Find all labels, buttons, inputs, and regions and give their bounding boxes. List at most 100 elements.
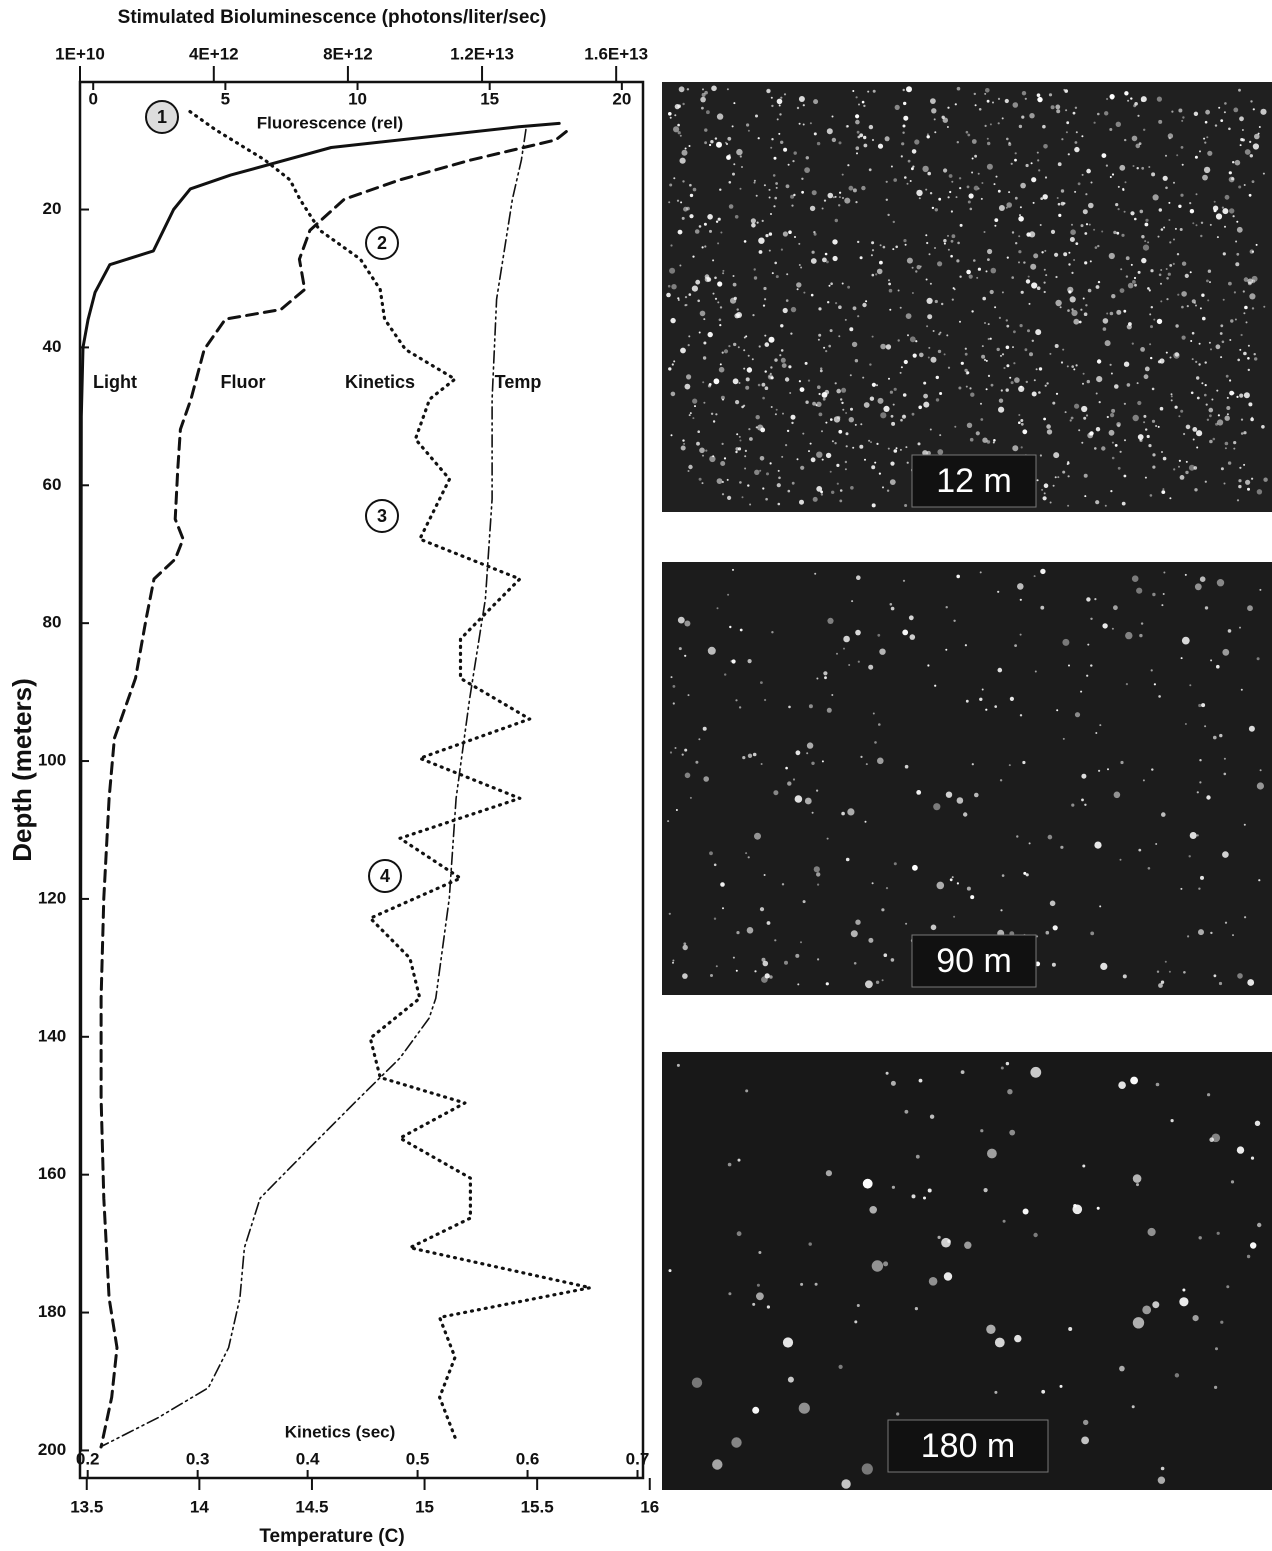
particle (1263, 173, 1265, 175)
particle (1060, 1385, 1063, 1388)
particle (713, 293, 715, 295)
particle (1149, 313, 1151, 315)
particle (1152, 453, 1155, 456)
particle (1079, 321, 1082, 324)
particle (1070, 419, 1072, 421)
particle (692, 1378, 702, 1388)
particle (883, 246, 886, 249)
particle (688, 470, 690, 472)
particle (1237, 973, 1243, 979)
particle (1081, 1437, 1089, 1445)
particle (959, 321, 961, 323)
particle (1090, 260, 1092, 262)
particle (1193, 439, 1195, 441)
particle (1225, 195, 1230, 200)
particle (783, 308, 788, 313)
particle (763, 305, 765, 307)
particle (705, 450, 707, 452)
particle (732, 125, 734, 127)
particle (1243, 290, 1245, 292)
particle (1222, 207, 1224, 209)
particle (1065, 411, 1067, 413)
particle (876, 981, 879, 984)
particle (1031, 162, 1033, 164)
particle (1123, 974, 1127, 978)
particle (974, 155, 977, 158)
particle (882, 979, 884, 981)
particle (1151, 669, 1153, 671)
particle (800, 387, 805, 392)
particle (967, 887, 971, 891)
particle (765, 498, 768, 501)
particle (1247, 1255, 1250, 1258)
particle (788, 230, 792, 234)
particle (825, 350, 827, 352)
particle (889, 309, 891, 311)
particle (1247, 605, 1253, 611)
particle (726, 143, 728, 145)
particle (840, 489, 843, 492)
particle (680, 135, 682, 137)
particle (1201, 222, 1203, 224)
particle (1192, 358, 1194, 360)
particle (855, 114, 859, 118)
particle (1070, 237, 1075, 242)
particle (1112, 173, 1114, 175)
particle (1238, 89, 1241, 92)
particle (720, 306, 722, 308)
particle (820, 370, 823, 373)
particle (1013, 330, 1016, 333)
particle (855, 920, 860, 925)
particle (871, 241, 874, 244)
particle (765, 342, 770, 347)
particle (1158, 426, 1160, 428)
particle (774, 262, 777, 265)
particle (702, 93, 706, 97)
particle (1158, 236, 1160, 238)
particle (1026, 279, 1030, 283)
particle (960, 224, 963, 227)
particle (1180, 475, 1185, 480)
particle (764, 699, 766, 701)
particle (696, 442, 700, 446)
particle (809, 704, 813, 708)
particle (1128, 283, 1134, 289)
particle (1140, 347, 1145, 352)
particle (754, 180, 756, 182)
particle (698, 738, 700, 740)
particle (814, 233, 817, 236)
particle (1173, 468, 1175, 470)
particle (1018, 235, 1020, 237)
particle (685, 384, 691, 390)
particle (1180, 410, 1183, 413)
particle (1083, 373, 1085, 375)
particle (903, 239, 906, 242)
particle (830, 418, 833, 421)
particle (1013, 102, 1019, 108)
particle (772, 272, 774, 274)
particle (685, 296, 687, 298)
particle (722, 270, 724, 272)
x-tick-label: 10 (348, 89, 367, 108)
particle (780, 324, 783, 327)
particle (746, 377, 750, 381)
particle (816, 402, 821, 407)
particle (1216, 344, 1221, 349)
particle (785, 767, 788, 770)
particle (1181, 657, 1183, 659)
particle (988, 323, 990, 325)
particle (689, 184, 692, 187)
particle (818, 307, 821, 310)
particle (788, 490, 791, 493)
particle (1021, 423, 1024, 426)
particle (1145, 477, 1147, 479)
particle (1197, 791, 1199, 793)
particle (1187, 305, 1189, 307)
particle (1021, 291, 1024, 294)
particle (817, 142, 820, 145)
particle (762, 397, 765, 400)
particle (709, 456, 715, 462)
particle (1014, 159, 1017, 162)
particle (708, 384, 711, 387)
particle (952, 234, 956, 238)
